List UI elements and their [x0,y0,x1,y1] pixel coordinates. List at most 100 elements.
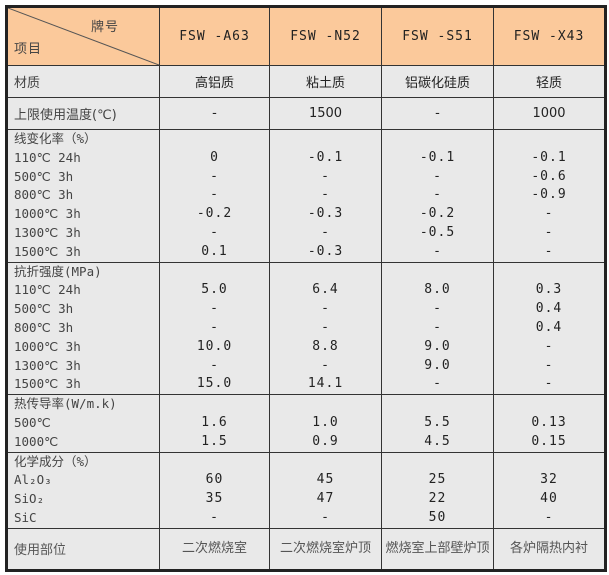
row-label: 使用部位 [6,527,160,571]
block-values: 25 22 50 [381,451,494,529]
block-values: 1.6 1.5 [159,394,270,453]
cell [160,395,269,414]
block-values: 8.0 - - 9.0 9.0 - [381,261,494,396]
cell: 25 [428,472,447,488]
cell: 5.5 [424,414,451,430]
cell: 0.9 [312,433,339,449]
header-row: 牌号 项目 FSW -A63 FSW -N52 FSW -S51 FSW -X4… [6,6,606,66]
cell: - [210,224,219,240]
row-label: SiC [14,509,37,525]
cell [494,453,604,472]
cell: - [381,97,494,130]
block-values: 45 47 - [269,451,382,529]
row-label: 材质 [6,65,160,98]
cell: - [210,509,219,525]
cell: 6.4 [312,282,339,298]
cell [382,453,493,472]
block-labels: 化学成分（%） Al₂O₃ SiO₂ SiC [6,451,160,529]
block-values: 1.0 0.9 [269,394,382,453]
cell [382,395,493,414]
row-label: 110℃ 24h [14,149,81,165]
cell [270,453,381,472]
cell [494,263,604,282]
block-labels: 抗折强度(MPa) 110℃ 24h 500℃ 3h 800℃ 3h 1000℃ 3h 1… [6,261,160,396]
row-label: 线变化率（%） [14,131,97,146]
row-label: 500℃ 3h [14,301,74,317]
cell: 15.0 [196,376,233,392]
block-values: 0.13 0.15 [493,394,606,453]
cell: -0.1 [307,149,344,165]
cell: 铝碳化硅质 [381,65,494,98]
block-values: 0.3 0.4 0.4 - - - [493,261,606,396]
cell: -0.9 [531,187,567,203]
row-label: 1500℃ 3h [14,376,81,392]
cell: 50 [428,509,447,525]
cell: 10.0 [196,338,233,354]
row-label: 1300℃ 3h [14,224,81,240]
cell: - [321,187,330,203]
grade-header: FSW -S51 [381,6,494,66]
cell: 1.5 [201,433,228,449]
cell: 14.1 [307,376,344,392]
row-label: SiO₂ [14,491,45,507]
corner-cell: 牌号 项目 [6,6,160,66]
cell [270,130,381,149]
row-label: 热传导率(W/m.k) [14,396,117,412]
usage-row: 使用部位 二次燃烧室 二次燃烧室炉顶 燃烧室上部壁炉顶 各炉隔热内衬 [6,527,606,571]
cell: -0.6 [531,168,567,184]
cell: 22 [428,491,447,507]
block-labels: 线变化率（%） 110℃ 24h 500℃ 3h 800℃ 3h 1000℃ 3h 130… [6,129,160,263]
block-values: -0.1 - - -0.3 - -0.3 [269,129,382,263]
cell: - [159,97,270,130]
max-temp-row: 上限使用温度(℃) - 1500 - 1000 [6,97,606,130]
cell: 40 [540,491,558,507]
block-labels: 热传导率(W/m.k) 500℃ 1000℃ [6,394,160,453]
cell: - [210,301,219,317]
cell: - [544,224,554,240]
row-label: 上限使用温度(℃) [6,97,160,130]
cell: -0.2 [196,206,233,222]
row-label: 抗折强度(MPa) [14,263,102,279]
cell: 1.0 [312,414,339,430]
cell: 0.3 [535,282,563,298]
cell: 8.8 [312,338,339,354]
corner-grade-label: 牌号 [90,20,119,35]
cell: - [210,357,219,373]
block-values: 6.4 - - 8.8 - 14.1 [269,261,382,396]
cell: - [544,509,554,525]
cell: - [433,243,442,259]
cell: - [544,357,554,373]
row-label: Al₂O₃ [14,472,52,488]
cell: 0.13 [531,414,567,430]
refractory-spec-table: 牌号 项目 FSW -A63 FSW -N52 FSW -S51 FSW -X4… [5,5,607,572]
bending-strength-block: 抗折强度(MPa) 110℃ 24h 500℃ 3h 800℃ 3h 1000℃ 3h 1… [6,261,606,396]
cell [270,395,381,414]
cell: - [321,224,330,240]
cell: 0.1 [201,243,228,259]
cell: - [210,168,219,184]
block-values: 5.0 - - 10.0 - 15.0 [159,261,270,396]
cell [382,130,493,149]
cell: 1500 [269,97,382,130]
cell: 47 [316,491,335,507]
grade-header: FSW -X43 [493,6,606,66]
cell: - [321,357,330,373]
corner-item-label: 项目 [14,42,43,57]
cell: 各炉隔热内衬 [493,527,606,571]
cell: - [544,206,554,222]
cell: -0.2 [419,206,456,222]
cell [160,263,269,282]
row-label: 800℃ 3h [14,319,74,335]
cell: - [544,338,554,354]
cell [270,263,381,282]
block-values: 32 40 - [493,451,606,529]
cell: 0 [210,149,219,165]
cell: 35 [205,491,224,507]
cell: - [433,168,442,184]
cell: - [544,243,554,259]
block-values: 60 35 - [159,451,270,529]
cell: - [210,187,219,203]
cell: -0.3 [307,206,344,222]
cell: - [433,187,442,203]
row-label: 1000℃ 3h [14,338,81,354]
